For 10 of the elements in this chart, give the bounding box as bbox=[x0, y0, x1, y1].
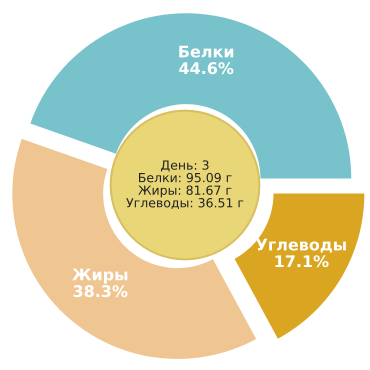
text: Углеводы: 36.51 г bbox=[126, 198, 244, 210]
slice-label: Углеводы bbox=[256, 238, 346, 253]
text: День: 3 bbox=[161, 160, 209, 172]
data-label: 17.1% bbox=[275, 255, 329, 268]
text: Жиры: 81.67 г bbox=[138, 185, 232, 198]
slice-label: Белки bbox=[179, 46, 234, 58]
data-label: 38.3% bbox=[74, 285, 128, 298]
text: Белки: 95.09 г bbox=[139, 172, 232, 182]
slice-label: Жиры bbox=[72, 268, 128, 284]
data-label: 44.6% bbox=[179, 62, 234, 74]
